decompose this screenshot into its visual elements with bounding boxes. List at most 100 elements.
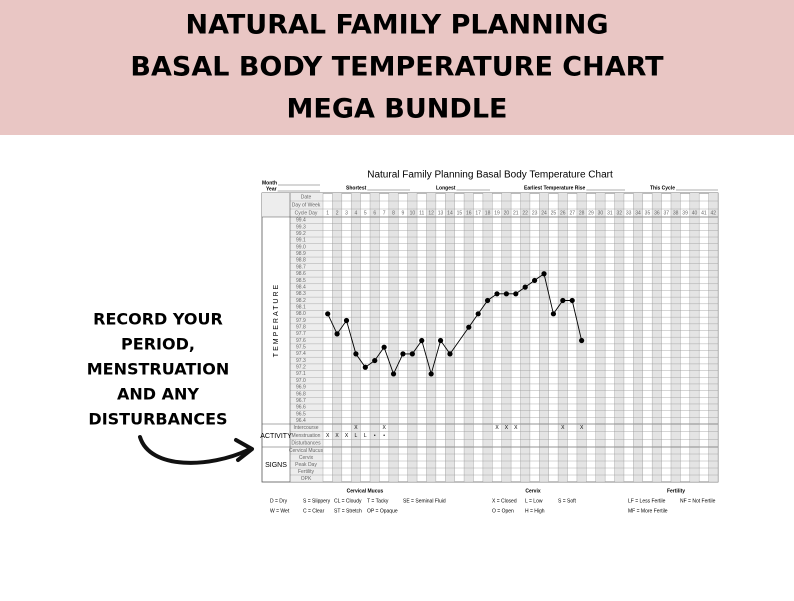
temperature-tick: 99.1 (296, 238, 306, 244)
cycle-day: 21 (513, 210, 519, 216)
cycle-day: 12 (428, 210, 434, 216)
cycle-day: 24 (541, 210, 547, 216)
column-shade (370, 193, 380, 482)
temperature-point (466, 324, 472, 330)
cycle-day: 18 (485, 210, 491, 216)
temperature-point (541, 271, 547, 277)
activity-mark: X (335, 433, 339, 439)
row-label: Cycle Day (295, 210, 318, 216)
cycle-day: 40 (692, 210, 698, 216)
temperature-tick: 96.7 (296, 398, 306, 404)
field-label: Earliest Temperature Rise (524, 185, 586, 191)
temperature-tick: 97.0 (296, 378, 306, 384)
group-label: ACTIVITY (260, 433, 292, 440)
temperature-tick: 97.4 (296, 351, 306, 357)
cycle-day: 36 (654, 210, 660, 216)
temperature-tick: 98.9 (296, 251, 306, 257)
column-shade (708, 193, 718, 482)
banner-line: BASAL BODY TEMPERATURE CHART (130, 52, 664, 83)
activity-mark: X (382, 425, 386, 431)
column-shade (689, 193, 700, 482)
column-shade (332, 193, 342, 482)
temperature-tick: 97.3 (296, 358, 306, 364)
temperature-tick: 98.1 (296, 304, 306, 310)
row-label: Intercourse (293, 425, 318, 431)
activity-mark: X (514, 425, 518, 431)
field-label: This Cycle (650, 185, 675, 191)
legend-item: O = Open (492, 508, 514, 514)
arrow-head (234, 438, 254, 462)
column-shade (464, 193, 474, 482)
cycle-day: 3 (345, 210, 348, 216)
temperature-tick: 98.2 (296, 298, 306, 304)
temperature-tick: 98.4 (296, 284, 306, 290)
activity-mark: X (495, 425, 499, 431)
cycle-day: 32 (616, 210, 622, 216)
row-label: Cervix (299, 455, 314, 461)
cycle-day: 16 (466, 210, 472, 216)
temperature-point (437, 337, 444, 344)
temperature-point (419, 337, 425, 344)
field-label: Longest (436, 185, 456, 191)
column-shade (670, 193, 681, 482)
field-label: Year (266, 186, 277, 192)
legend-item: L = Low (525, 498, 543, 504)
cycle-day: 27 (569, 210, 575, 216)
temperature-point (579, 337, 585, 344)
row-label: Peak Day (295, 462, 317, 468)
legend-item: SE = Seminal Fluid (403, 498, 446, 504)
temperature-tick: 98.3 (296, 291, 306, 297)
temperature-point (532, 277, 538, 284)
cycle-day: 8 (392, 210, 395, 216)
cycle-day: 4 (355, 210, 358, 216)
temperature-point (513, 291, 519, 297)
cycle-day: 28 (579, 210, 585, 216)
cycle-day: 11 (419, 210, 424, 216)
temperature-tick: 99.3 (296, 224, 306, 230)
activity-mark: X (561, 425, 565, 431)
temperature-point (475, 311, 481, 317)
row-label: Menstruation (292, 433, 321, 439)
legend-item: ST = Stretch (334, 508, 362, 514)
cycle-day: 17 (475, 210, 481, 216)
temperature-tick: 99.2 (296, 231, 306, 237)
legend-item: OP = Opaque (367, 508, 398, 514)
column-shade (482, 193, 493, 482)
cycle-day: 31 (607, 210, 613, 216)
row-label: Disturbances (291, 440, 321, 446)
cycle-day: 20 (504, 210, 510, 216)
column-shade (633, 193, 643, 482)
column-shade (520, 193, 530, 482)
cycle-day: 23 (532, 210, 538, 216)
legend-item: CL = Cloudy (334, 498, 362, 504)
temperature-tick: 97.6 (296, 338, 306, 344)
group-shade (262, 193, 290, 217)
cycle-day: 1 (326, 210, 329, 216)
cycle-day: 42 (711, 210, 717, 216)
column-shade (652, 193, 662, 482)
cycle-day: 6 (373, 210, 376, 216)
legend-item: T = Tacky (367, 498, 389, 504)
banner-line: MEGA BUNDLE (287, 94, 508, 125)
temperature-point (409, 351, 415, 357)
callout-line: MENSTRUATION (87, 360, 230, 379)
column-shade (558, 193, 568, 482)
cycle-day: 22 (522, 210, 528, 216)
row-label: Cervical Mucus (289, 448, 324, 454)
temperature-tick: 96.6 (296, 405, 306, 411)
temperature-tick: 97.2 (296, 365, 306, 371)
legend-item: D = Dry (270, 498, 288, 504)
temperature-point (522, 284, 528, 290)
cycle-day: 9 (402, 210, 405, 216)
temperature-tick: 98.8 (296, 258, 306, 264)
cycle-day: 14 (447, 210, 453, 216)
cycle-day: 26 (560, 210, 566, 216)
callout-line: PERIOD, (121, 335, 195, 354)
cycle-day: 19 (494, 210, 500, 216)
temperature-tick: 97.8 (296, 325, 306, 331)
activity-mark: X (580, 425, 584, 431)
temperature-point (390, 371, 397, 377)
temperature-tick: 99.0 (296, 244, 306, 250)
legend-title: Cervix (525, 488, 541, 494)
